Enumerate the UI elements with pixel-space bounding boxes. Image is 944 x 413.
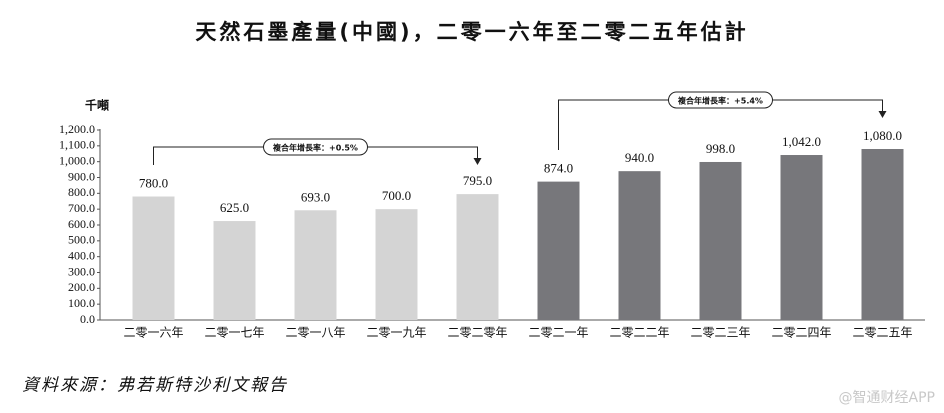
bar — [294, 210, 337, 320]
y-tick-label: 0.0 — [80, 312, 95, 326]
y-axis-label: 千噸 — [85, 98, 109, 113]
x-tick-label: 二零二二年 — [609, 326, 669, 340]
arrow-head — [473, 158, 482, 165]
y-tick-label: 100.0 — [68, 296, 95, 310]
value-label: 874.0 — [544, 161, 573, 176]
bar — [699, 161, 742, 320]
watermark: @智通财经APP — [839, 390, 935, 406]
annotation: 複合年增長率：+5.4% — [677, 96, 763, 106]
x-tick-label: 二零二零年 — [447, 326, 507, 340]
bar — [618, 171, 661, 320]
bar — [375, 209, 418, 320]
chart-title: 天然石墨產量(中國)，二零一六年至二零二五年估計 — [195, 20, 748, 44]
value-label: 1,080.0 — [863, 128, 902, 143]
annotation-box — [263, 138, 368, 156]
bar — [537, 181, 580, 320]
y-tick-label: 1,200.0 — [59, 122, 95, 136]
value-label: 1,042.0 — [782, 134, 821, 149]
x-tick-label: 二零二三年 — [690, 326, 750, 340]
arrow-head — [878, 111, 887, 118]
x-tick-label: 二零一七年 — [204, 326, 264, 340]
bar — [132, 196, 175, 320]
value-label: 940.0 — [625, 150, 654, 165]
bar — [456, 194, 499, 320]
annotation: 複合年增長率：+0.5% — [272, 143, 358, 153]
value-label: 693.0 — [301, 189, 330, 204]
y-tick-label: 1,000.0 — [59, 153, 95, 167]
y-tick-label: 300.0 — [68, 264, 95, 278]
x-tick-label: 二零一六年 — [123, 326, 183, 340]
value-label: 625.0 — [220, 200, 249, 215]
y-tick-label: 700.0 — [68, 201, 95, 215]
value-label: 998.0 — [706, 141, 735, 156]
y-tick-label: 400.0 — [68, 248, 95, 262]
x-tick-label: 二零二四年 — [771, 326, 831, 340]
x-tick-label: 二零一八年 — [285, 326, 345, 340]
bar — [861, 149, 904, 320]
value-label: 780.0 — [139, 175, 168, 190]
x-tick-label: 二零二五年 — [852, 326, 912, 340]
bar — [213, 221, 256, 320]
x-tick-label: 二零二一年 — [528, 326, 588, 340]
y-tick-label: 800.0 — [68, 185, 95, 199]
value-label: 700.0 — [382, 188, 411, 203]
source-note: 資料來源：弗若斯特沙利文報告 — [22, 376, 288, 396]
y-tick-label: 500.0 — [68, 233, 95, 247]
y-tick-label: 200.0 — [68, 280, 95, 294]
y-tick-label: 600.0 — [68, 217, 95, 231]
annotation-box — [668, 91, 773, 109]
y-tick-label: 900.0 — [68, 169, 95, 183]
bar — [780, 155, 823, 320]
y-tick-label: 1,100.0 — [59, 138, 95, 152]
x-tick-label: 二零一九年 — [366, 326, 426, 340]
value-label: 795.0 — [463, 173, 492, 188]
